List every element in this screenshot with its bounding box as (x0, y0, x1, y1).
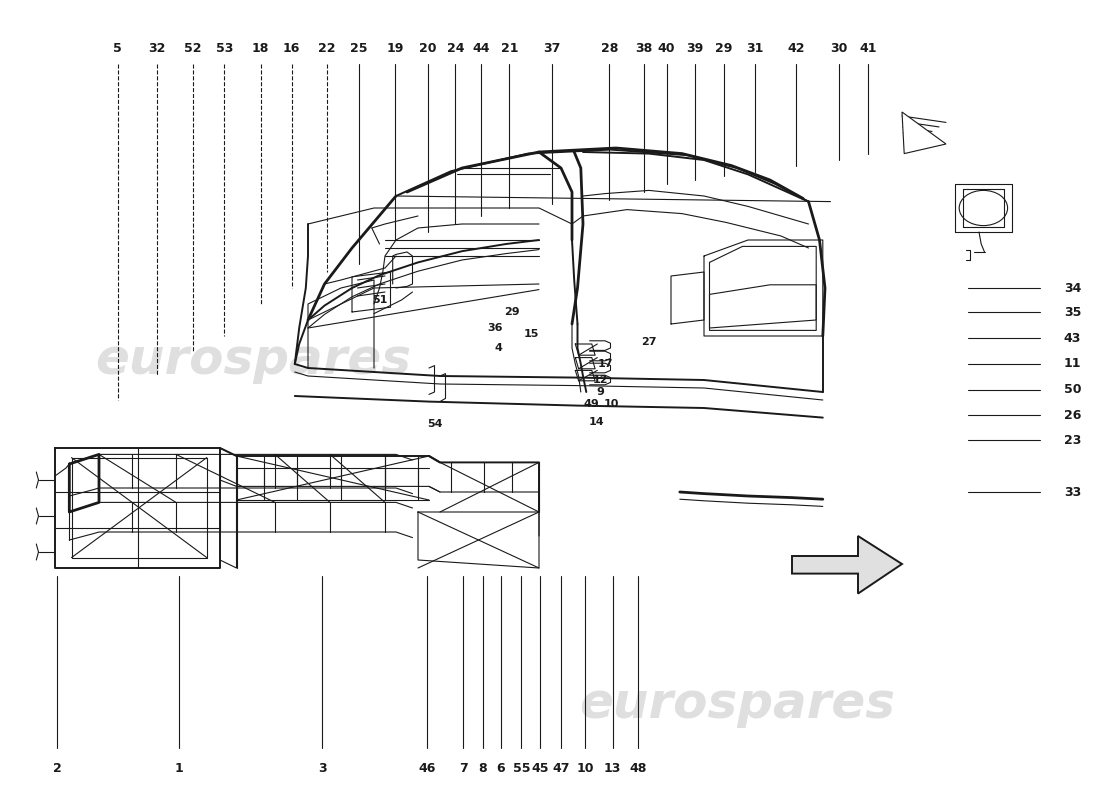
Text: 6: 6 (496, 762, 505, 774)
Text: 41: 41 (859, 42, 877, 54)
Text: 14: 14 (588, 417, 604, 426)
Text: 35: 35 (1064, 306, 1081, 318)
Text: 10: 10 (604, 399, 619, 409)
Text: 22: 22 (318, 42, 336, 54)
Text: eurospares: eurospares (579, 680, 895, 728)
Text: 8: 8 (478, 762, 487, 774)
Text: 44: 44 (472, 42, 490, 54)
Text: 53: 53 (216, 42, 233, 54)
Text: 1: 1 (175, 762, 184, 774)
Text: 37: 37 (543, 42, 561, 54)
Text: 38: 38 (635, 42, 652, 54)
Text: 19: 19 (386, 42, 404, 54)
Text: 49: 49 (584, 399, 600, 409)
Text: 52: 52 (184, 42, 201, 54)
Text: 18: 18 (252, 42, 270, 54)
Text: 42: 42 (788, 42, 805, 54)
Text: 2: 2 (53, 762, 62, 774)
Text: 21: 21 (500, 42, 518, 54)
Text: 24: 24 (447, 42, 464, 54)
Text: 15: 15 (524, 330, 539, 339)
Text: 34: 34 (1064, 282, 1081, 294)
Text: 45: 45 (531, 762, 549, 774)
Text: 27: 27 (641, 338, 657, 347)
Text: 10: 10 (576, 762, 594, 774)
Text: 11: 11 (1064, 358, 1081, 370)
Text: 25: 25 (350, 42, 367, 54)
Text: 9: 9 (596, 387, 605, 397)
Text: 29: 29 (504, 307, 519, 317)
Text: 12: 12 (593, 375, 608, 385)
Text: 4: 4 (494, 343, 503, 353)
Text: 16: 16 (283, 42, 300, 54)
Text: 50: 50 (1064, 383, 1081, 396)
Text: 29: 29 (715, 42, 733, 54)
Text: 7: 7 (459, 762, 468, 774)
Text: 46: 46 (418, 762, 436, 774)
Text: 40: 40 (658, 42, 675, 54)
Text: 55: 55 (513, 762, 530, 774)
Text: 31: 31 (746, 42, 763, 54)
Text: 17: 17 (597, 359, 613, 369)
Text: 5: 5 (113, 42, 122, 54)
Text: 23: 23 (1064, 434, 1081, 446)
Text: eurospares: eurospares (95, 336, 411, 384)
Text: 30: 30 (830, 42, 848, 54)
Text: 48: 48 (629, 762, 647, 774)
Text: 51: 51 (372, 295, 387, 305)
Text: 36: 36 (487, 323, 503, 333)
Text: 28: 28 (601, 42, 618, 54)
Text: 54: 54 (427, 419, 442, 429)
Text: 47: 47 (552, 762, 570, 774)
Text: 13: 13 (604, 762, 622, 774)
Text: 3: 3 (318, 762, 327, 774)
Text: 26: 26 (1064, 409, 1081, 422)
Text: 20: 20 (419, 42, 437, 54)
Text: 43: 43 (1064, 332, 1081, 345)
Text: 32: 32 (148, 42, 166, 54)
Polygon shape (902, 112, 946, 154)
Text: 33: 33 (1064, 486, 1081, 498)
Text: 39: 39 (686, 42, 704, 54)
Polygon shape (792, 536, 902, 594)
